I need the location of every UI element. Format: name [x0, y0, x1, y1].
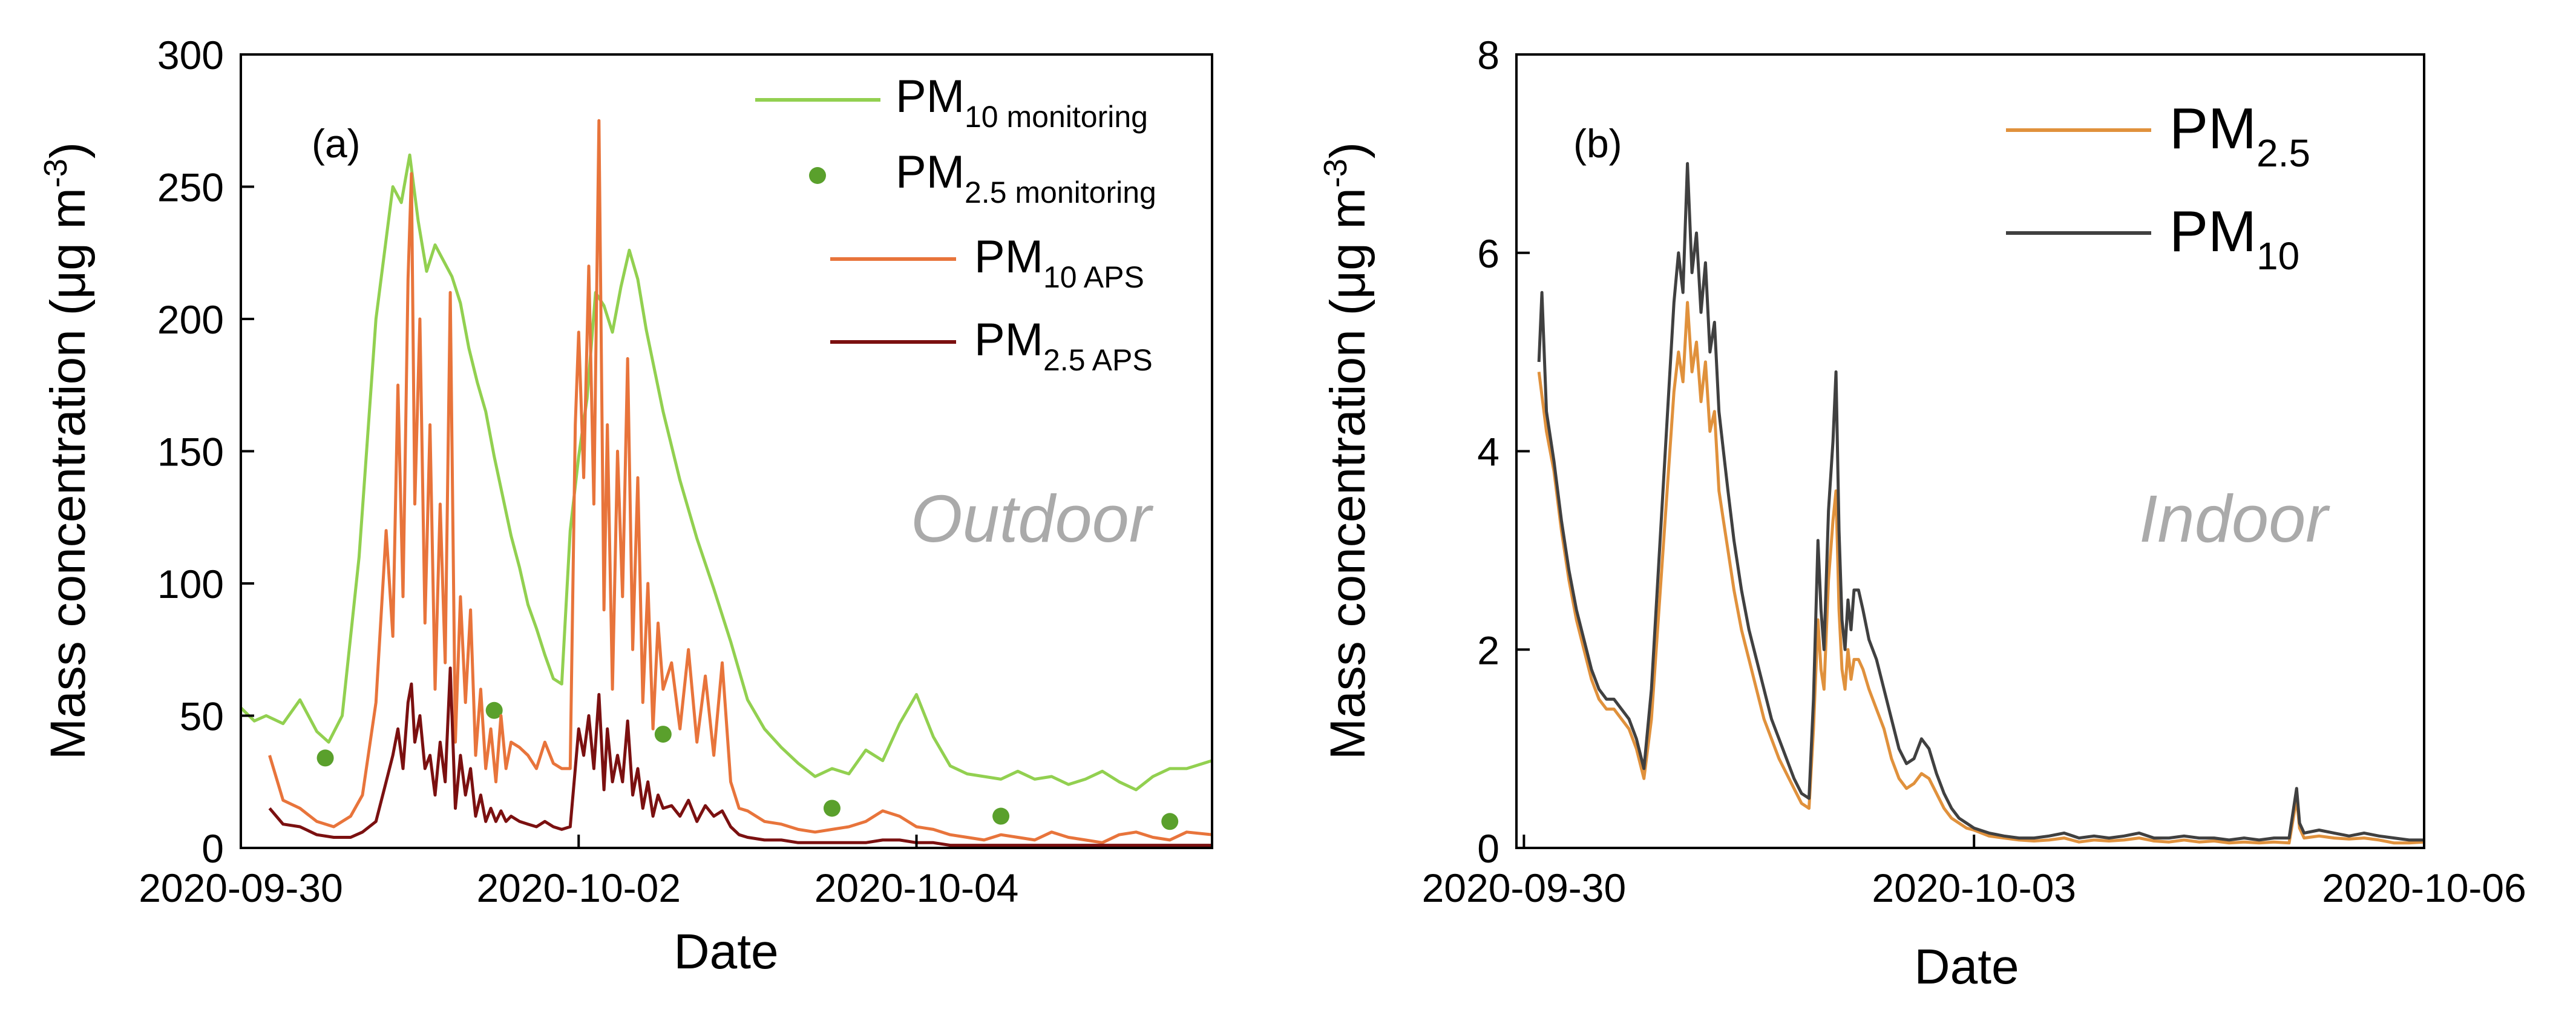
panel-a-x-tick-label-2: 2020-10-04: [814, 865, 1019, 910]
panel-b-x-tick-label-1: 2020-10-03: [1872, 865, 2076, 910]
panel-a-point-pm25-monitoring-5: [1161, 813, 1179, 830]
legend-pm25-monitoring-swatch: [809, 167, 826, 184]
panel-a-y-tick-label-6: 300: [157, 33, 224, 77]
legend-pm25-main: PM: [2169, 96, 2256, 161]
panel-a-y-tick-label-5: 250: [157, 165, 224, 210]
panel-b-ticks: 0 2 4 6 8 2020-09-30 2020-10-03 2020-10-06: [1422, 33, 2526, 910]
panel-a-series-line-pm25-aps: [268, 666, 1212, 847]
panel-b-y-tick-label-1: 2: [1477, 628, 1499, 672]
panel-a-ticks: 0 50 100 150 200 250 300 2020-09-30 2020-10-02 20…: [139, 33, 1018, 910]
panel-a-x-tick-label-0: 2020-09-30: [139, 865, 343, 910]
panel-a-label: (a): [312, 121, 361, 166]
legend-pm10-monitoring-sub: 10 monitoring: [965, 100, 1148, 134]
panel-a-legend: PM10 monitoring PM2.5 monitoring PM10 AP…: [755, 71, 1156, 377]
legend-pm25-label: PM2.5: [2169, 96, 2310, 175]
panel-a-y-axis-label-close: ): [41, 142, 96, 159]
panel-a-y-tick-label-2: 100: [157, 562, 224, 606]
panel-b-series-layer: [1537, 162, 2424, 845]
panel-a-x-axis-label: Date: [673, 924, 778, 979]
panel-a-point-pm25-monitoring-1: [485, 701, 503, 719]
panel-a-point-pm25-monitoring-4: [992, 807, 1010, 825]
panel-b-legend: PM2.5 PM10: [2006, 96, 2310, 278]
legend-pm25-aps-label: PM2.5 APS: [974, 314, 1153, 377]
panel-b-y-tick-label-3: 6: [1477, 231, 1499, 276]
legend-pm25-monitoring-main: PM: [896, 146, 965, 198]
legend-pm25-aps-main: PM: [974, 314, 1043, 366]
panel-b-y-tick-label-4: 8: [1477, 33, 1499, 77]
panel-b-series-line-pm10: [1537, 162, 2424, 842]
panel-b-y-axis-label-main: Mass concentration (μg m: [1320, 188, 1375, 760]
panel-b-y-axis-label-close: ): [1320, 142, 1375, 159]
panel-a-y-axis-label: Mass concentration (μg m-3): [38, 142, 96, 760]
legend-pm25-sub: 2.5: [2256, 131, 2310, 175]
legend-pm10-label: PM10: [2169, 199, 2299, 278]
panel-b-x-axis-label: Date: [1914, 939, 2019, 994]
panel-a-y-tick-label-0: 0: [202, 826, 224, 871]
panel-a-y-tick-label-1: 50: [180, 694, 224, 739]
panel-a-series-layer: [241, 119, 1212, 847]
panel-b-annotation-indoor: Indoor: [2139, 482, 2330, 556]
panel-a-point-pm25-monitoring-3: [823, 800, 841, 817]
panel-b-series-line-pm25: [1537, 301, 2424, 845]
panel-a-y-axis-label-main: Mass concentration (μg m: [41, 188, 96, 760]
panel-a-annotation-outdoor: Outdoor: [911, 482, 1154, 556]
panel-b-x-tick-label-2: 2020-10-06: [2322, 865, 2526, 910]
legend-pm25-monitoring-sub: 2.5 monitoring: [965, 176, 1156, 209]
panel-a-y-axis-label-superscript: -3: [38, 159, 74, 188]
panel-a-x-tick-label-1: 2020-10-02: [476, 865, 681, 910]
panel-a-series-line-pm10-monitoring: [241, 153, 1212, 792]
panel-a-point-pm25-monitoring-0: [316, 749, 334, 767]
panel-b-y-axis-label: Mass concentration (μg m-3): [1317, 142, 1375, 760]
legend-pm10-aps-label: PM10 APS: [974, 231, 1144, 294]
panel-b-x-tick-label-0: 2020-09-30: [1422, 865, 1627, 910]
panel-a-point-pm25-monitoring-2: [654, 726, 672, 743]
panel-a-series-line-pm10-aps: [268, 119, 1212, 844]
panel-b-label: (b): [1573, 121, 1622, 166]
legend-pm10-monitoring-label: PM10 monitoring: [896, 71, 1148, 134]
legend-pm10-monitoring-main: PM: [896, 71, 965, 122]
legend-pm25-monitoring-label: PM2.5 monitoring: [896, 146, 1156, 209]
panel-a-y-tick-label-3: 150: [157, 430, 224, 475]
legend-pm10-aps-main: PM: [974, 231, 1043, 283]
legend-pm25-aps-sub: 2.5 APS: [1043, 343, 1153, 377]
legend-pm10-sub: 10: [2256, 234, 2299, 278]
panel-b-y-axis-label-superscript: -3: [1317, 159, 1354, 188]
panel-a-y-tick-label-4: 200: [157, 297, 224, 342]
panel-a-outdoor: 0 50 100 150 200 250 300 2020-09-30 2020-10-02 20…: [38, 33, 1213, 979]
legend-pm10-aps-sub: 10 APS: [1043, 260, 1144, 294]
legend-pm10-main: PM: [2169, 199, 2256, 264]
panel-b-y-tick-label-2: 4: [1477, 430, 1499, 475]
panel-b-y-tick-label-0: 0: [1477, 826, 1499, 871]
